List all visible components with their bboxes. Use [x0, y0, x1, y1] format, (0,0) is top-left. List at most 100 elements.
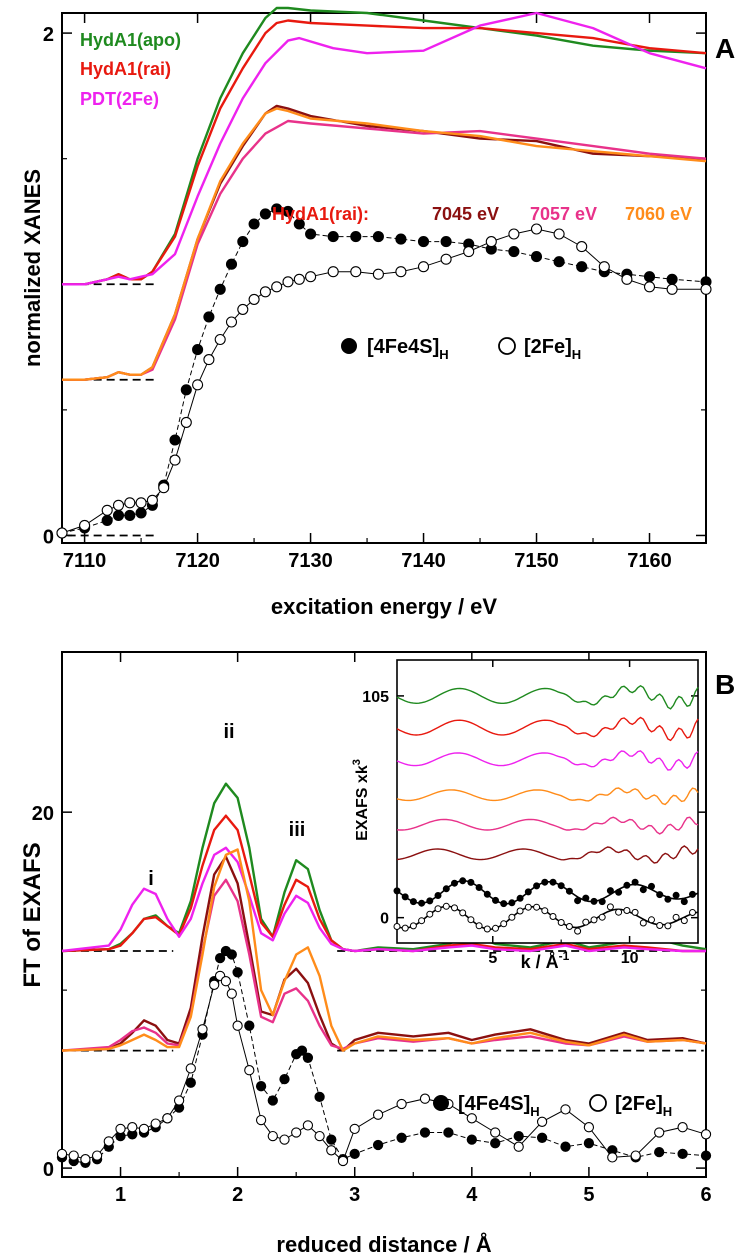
data-point-2fe-h: [162, 1113, 173, 1124]
data-point-2fe-h: [327, 266, 339, 278]
inset-point-2fe-h: [500, 920, 508, 928]
data-point-2fe-h: [560, 1104, 571, 1115]
data-point-2fe-h: [271, 281, 283, 293]
inset-series-hyda1-rai: [396, 716, 699, 742]
data-point-2fe-h: [244, 1065, 255, 1076]
series-line-7057-ev: [61, 878, 707, 1052]
inset-series-pdt-2fe: [396, 750, 699, 771]
data-point-2fe-h: [226, 988, 237, 999]
inset-point-4fe4s-h: [533, 882, 541, 890]
data-point-2fe-h: [80, 1154, 91, 1165]
panel-a: 7110 7120 7130 7140 7150 7160 0 2 A excitation …: [20, 6, 735, 619]
inset-point-2fe-h: [483, 925, 491, 933]
panel-b-x-tick-label: 1: [115, 1184, 126, 1206]
inset-point-4fe4s-h: [442, 885, 450, 893]
panel-b-y-tick-label: 0: [43, 1159, 54, 1181]
panel-a-x-tick-label: 7130: [288, 550, 333, 572]
data-point-2fe-h: [135, 497, 147, 509]
legend-a-2fe: [2Fe]H: [524, 336, 581, 362]
inset-point-4fe4s-h: [680, 898, 688, 906]
inset-point-4fe4s-h: [574, 897, 582, 905]
inset-point-4fe4s-h: [459, 877, 467, 885]
inset-point-4fe4s-h: [475, 884, 483, 891]
data-point-2fe-h: [291, 1127, 302, 1138]
inset-point-2fe-h: [516, 907, 524, 915]
inset-point-4fe4s-h: [541, 878, 549, 886]
inset-point-2fe-h: [606, 903, 614, 911]
panel-a-y-tick-label: 2: [43, 24, 54, 46]
data-point-2fe-h: [372, 1109, 384, 1120]
data-point-2fe-h: [115, 1123, 126, 1135]
legend-b-2fe: [2Fe]H: [615, 1093, 672, 1119]
inset-point-4fe4s-h: [467, 878, 475, 886]
data-point-4fe4s-h: [513, 1130, 524, 1142]
legend-b-open-marker: [589, 1094, 607, 1112]
inset-point-2fe-h: [623, 907, 631, 914]
data-point-4fe4s-h: [700, 1150, 712, 1161]
panel-b-x-tick-label: 3: [349, 1184, 360, 1206]
data-point-2fe-h: [225, 316, 238, 328]
data-point-4fe4s-h: [248, 218, 260, 230]
data-point-2fe-h: [124, 497, 136, 509]
inset-frame: [396, 659, 699, 944]
data-point-4fe4s-h: [203, 311, 215, 323]
data-point-2fe-h: [185, 1063, 196, 1074]
inset-point-2fe-h: [672, 913, 680, 921]
data-point-4fe4s-h: [419, 1127, 431, 1138]
inset-point-4fe4s-h: [664, 895, 672, 903]
inset-point-2fe-h: [590, 916, 598, 924]
data-point-4fe4s-h: [536, 1132, 548, 1143]
legend-b-filled-marker: [433, 1095, 449, 1111]
series-line-7045-ev: [61, 855, 707, 1052]
inset-point-4fe4s-h: [689, 890, 696, 898]
inset-series-7045-ev: [396, 845, 699, 864]
inset-y-axis-title: EXAFS xk3: [351, 759, 371, 841]
data-point-2fe-h: [530, 223, 543, 235]
data-point-2fe-h: [237, 303, 249, 315]
data-point-4fe4s-h: [677, 1148, 688, 1160]
inset-point-4fe4s-h: [648, 882, 655, 890]
panel-b-label: B: [715, 669, 735, 700]
data-point-2fe-h: [232, 1020, 243, 1031]
inset-axes: 5 10 0 105: [362, 660, 698, 967]
data-point-2fe-h: [349, 1123, 360, 1135]
inset-point-4fe4s-h: [426, 897, 434, 905]
data-point-2fe-h: [440, 253, 452, 265]
legend-hyda1-apo: HydA1(apo): [80, 30, 181, 50]
inset-point-2fe-h: [648, 916, 655, 924]
inset-point-2fe-h: [582, 918, 590, 926]
data-point-2fe-h: [173, 1095, 185, 1106]
data-point-2fe-h: [643, 281, 656, 293]
data-point-2fe-h: [101, 504, 113, 516]
inset-y-tick-label: 0: [380, 911, 389, 928]
legend-7045-ev: 7045 eV: [432, 204, 499, 224]
inset-point-4fe4s-h: [508, 899, 516, 907]
data-point-4fe4s-h: [643, 271, 656, 283]
inset-point-4fe4s-h: [524, 888, 532, 896]
peak-label-iii: iii: [289, 819, 306, 841]
inset-point-4fe4s-h: [598, 898, 606, 906]
data-point-4fe4s-h: [214, 283, 226, 295]
data-point-2fe-h: [282, 276, 294, 288]
data-point-2fe-h: [255, 1114, 267, 1126]
inset-point-4fe4s-h: [606, 887, 614, 895]
inset-point-4fe4s-h: [451, 879, 458, 887]
legend-a-filled-marker: [341, 338, 357, 354]
data-point-4fe4s-h: [232, 967, 243, 978]
inset-point-4fe4s-h: [483, 890, 491, 898]
inset-point-4fe4s-h: [590, 897, 598, 905]
data-point-2fe-h: [79, 519, 91, 531]
panel-a-x-axis-title: excitation energy / eV: [271, 594, 498, 619]
data-point-4fe4s-h: [226, 949, 237, 960]
panel-a-label: A: [715, 33, 735, 64]
series-line-4fe4s-h: [61, 950, 707, 1164]
data-point-4fe4s-h: [560, 1141, 571, 1152]
data-point-2fe-h: [666, 283, 678, 295]
data-point-2fe-h: [576, 241, 588, 253]
data-point-2fe-h: [146, 494, 158, 506]
data-point-2fe-h: [700, 1129, 712, 1140]
data-point-2fe-h: [302, 1120, 314, 1131]
data-point-2fe-h: [203, 354, 215, 366]
data-point-2fe-h: [169, 454, 181, 466]
